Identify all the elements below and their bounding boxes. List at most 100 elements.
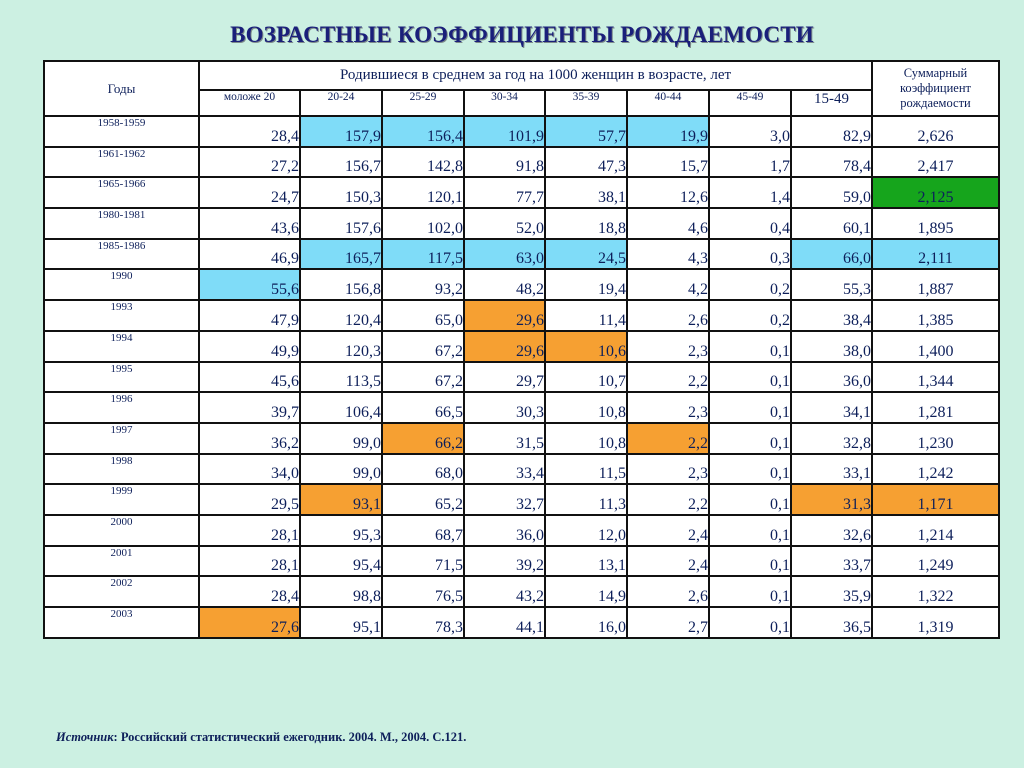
rate-cell-40-44: 2,4 [626, 513, 710, 547]
year-cell: 1996 [43, 391, 200, 424]
table-row: 1980-1981 43,6 157,6 102,0 52,0 18,8 4,6 0,4 60,… [43, 207, 1000, 240]
age-header-35-39: 35-39 [544, 89, 628, 117]
table-row: 2002 28,4 98,8 76,5 43,2 14,9 2,6 0,1 35,9 1,322 [43, 575, 1000, 608]
rate-cell-15-49: 60,1 [790, 207, 873, 240]
rate-cell-35-39: 57,7 [544, 115, 628, 148]
table-row: 1998 34,0 99,0 68,0 33,4 11,5 2,3 0,1 33,1 1,242 [43, 452, 1000, 486]
rate-cell-under-20: 45,6 [198, 360, 301, 394]
table-row: 1985-1986 46,9 165,7 117,5 63,0 24,5 4,3 0,3 66,… [43, 237, 1000, 271]
table-row: 1999 29,5 93,1 65,2 32,7 11,3 2,2 0,1 31,3 1,171 [43, 483, 1000, 516]
age-header-20-24: 20-24 [299, 89, 383, 117]
rate-cell-45-49: 0,1 [708, 360, 792, 394]
age-group-header: Родившиеся в среднем за год на 1000 женщ… [198, 60, 873, 91]
rate-cell-40-44: 2,7 [626, 606, 710, 639]
rate-cell-20-24: 106,4 [299, 391, 383, 424]
year-cell: 2001 [43, 544, 200, 578]
rate-cell-25-29: 68,0 [381, 452, 465, 486]
rate-cell-20-24: 99,0 [299, 421, 383, 455]
year-cell: 1958-1959 [43, 115, 200, 148]
tfr-header-line: коэффициент [899, 81, 972, 95]
table-row: 1958-1959 28,4 157,9 156,4 101,9 57,7 19,9 3,0 8… [43, 115, 1000, 148]
rate-cell-35-39: 11,3 [544, 483, 628, 516]
table-row: 1994 49,9 120,3 67,2 29,6 10,6 2,3 0,1 38,0 1,400 [43, 329, 1000, 363]
year-cell: 2003 [43, 606, 200, 639]
source-note: Источник: Российский статистический ежег… [56, 730, 466, 745]
rate-cell-40-44: 2,3 [626, 391, 710, 424]
rate-cell-30-34: 36,0 [463, 513, 546, 547]
rate-cell-30-34: 29,7 [463, 360, 546, 394]
tfr-header-line: рождаемости [900, 96, 971, 110]
tfr-header-line: Суммарный [903, 66, 968, 80]
rate-cell-under-20: 55,6 [198, 268, 301, 302]
rate-cell-40-44: 4,2 [626, 268, 710, 302]
rate-cell-under-20: 36,2 [198, 421, 301, 455]
rate-cell-20-24: 150,3 [299, 176, 383, 210]
rate-cell-20-24: 95,3 [299, 513, 383, 547]
rate-cell-25-29: 67,2 [381, 360, 465, 394]
rate-cell-35-39: 47,3 [544, 145, 628, 179]
rate-cell-20-24: 95,1 [299, 606, 383, 639]
rate-cell-25-29: 117,5 [381, 237, 465, 271]
rate-cell-35-39: 24,5 [544, 237, 628, 271]
rate-cell-15-49: 36,5 [790, 606, 873, 639]
rate-cell-45-49: 0,1 [708, 329, 792, 363]
rate-cell-25-29: 156,4 [381, 115, 465, 148]
rate-cell-25-29: 93,2 [381, 268, 465, 302]
table-row: 1965-1966 24,7 150,3 120,1 77,7 38,1 12,6 1,4 59… [43, 176, 1000, 210]
rate-cell-35-39: 14,9 [544, 575, 628, 608]
rate-cell-40-44: 2,6 [626, 575, 710, 608]
rate-cell-40-44: 4,3 [626, 237, 710, 271]
rate-cell-40-44: 15,7 [626, 145, 710, 179]
rate-cell-under-20: 39,7 [198, 391, 301, 424]
rate-cell-20-24: 157,6 [299, 207, 383, 240]
rate-cell-35-39: 18,8 [544, 207, 628, 240]
table-row: 1990 55,6 156,8 93,2 48,2 19,4 4,2 0,2 55,3 1,887 [43, 268, 1000, 302]
rate-cell-35-39: 13,1 [544, 544, 628, 578]
year-cell: 1998 [43, 452, 200, 486]
tfr-cell: 1,249 [871, 544, 1000, 578]
rate-cell-40-44: 2,3 [626, 329, 710, 363]
rate-cell-20-24: 120,3 [299, 329, 383, 363]
rate-cell-45-49: 0,1 [708, 513, 792, 547]
years-column-header: Годы [43, 60, 200, 117]
tfr-cell: 1,385 [871, 299, 1000, 332]
rate-cell-35-39: 19,4 [544, 268, 628, 302]
rate-cell-under-20: 28,1 [198, 513, 301, 547]
rate-cell-25-29: 142,8 [381, 145, 465, 179]
rate-cell-45-49: 0,1 [708, 575, 792, 608]
tfr-cell: 1,214 [871, 513, 1000, 547]
rate-cell-15-49: 66,0 [790, 237, 873, 271]
rate-cell-20-24: 157,9 [299, 115, 383, 148]
rate-cell-20-24: 98,8 [299, 575, 383, 608]
source-label: Источник [56, 730, 114, 744]
age-header-45-49: 45-49 [708, 89, 792, 117]
rate-cell-25-29: 78,3 [381, 606, 465, 639]
rate-cell-40-44: 2,4 [626, 544, 710, 578]
rate-cell-20-24: 156,8 [299, 268, 383, 302]
tfr-cell: 1,171 [871, 483, 1000, 516]
rate-cell-45-49: 0,1 [708, 421, 792, 455]
rate-cell-30-34: 33,4 [463, 452, 546, 486]
rate-cell-40-44: 2,2 [626, 360, 710, 394]
source-text: : Российский статистический ежегодник. 2… [113, 730, 467, 744]
tfr-cell: 2,111 [871, 237, 1000, 271]
rate-cell-45-49: 0,1 [708, 391, 792, 424]
rate-cell-25-29: 71,5 [381, 544, 465, 578]
rate-cell-35-39: 38,1 [544, 176, 628, 210]
year-cell: 1980-1981 [43, 207, 200, 240]
rate-cell-30-34: 29,6 [463, 329, 546, 363]
tfr-cell: 1,895 [871, 207, 1000, 240]
rate-cell-30-34: 101,9 [463, 115, 546, 148]
rate-cell-under-20: 43,6 [198, 207, 301, 240]
rate-cell-45-49: 0,1 [708, 544, 792, 578]
year-cell: 1965-1966 [43, 176, 200, 210]
rate-cell-under-20: 46,9 [198, 237, 301, 271]
rate-cell-15-49: 78,4 [790, 145, 873, 179]
rate-cell-25-29: 120,1 [381, 176, 465, 210]
age-header-under-20: моложе 20 [198, 89, 301, 117]
tfr-cell: 1,319 [871, 606, 1000, 639]
rate-cell-45-49: 0,1 [708, 606, 792, 639]
rate-cell-30-34: 44,1 [463, 606, 546, 639]
tfr-cell: 2,125 [871, 176, 1000, 210]
rate-cell-45-49: 0,4 [708, 207, 792, 240]
